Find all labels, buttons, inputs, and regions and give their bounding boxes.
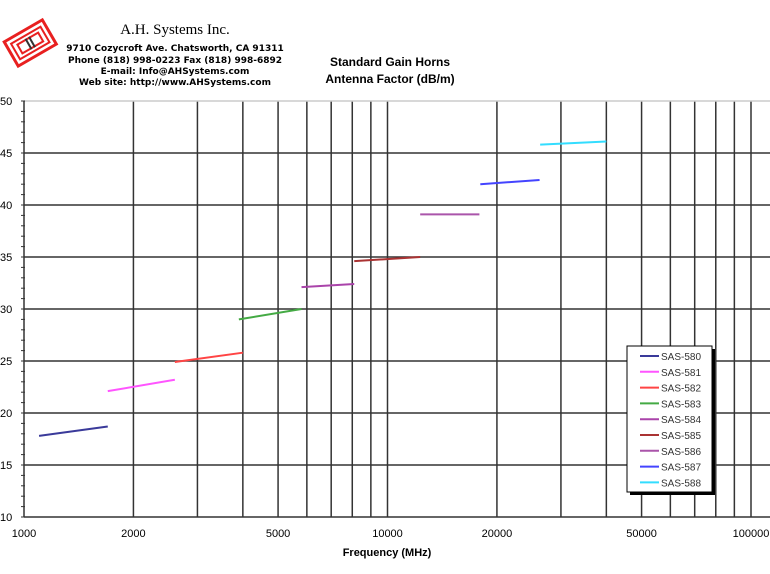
y-tick-label: 45 [0,148,12,160]
x-tick-label: 100000 [733,528,770,540]
y-tick-label: 20 [0,408,12,420]
tick-labels: 1000 2000 5000 10000 20000 50000 100000 10 15 20 2… [0,96,769,540]
series-line-sas-582 [174,351,243,364]
series-line-sas-583 [238,308,302,321]
legend-label: SAS-584 [661,415,701,426]
legend-label: SAS-588 [661,478,701,489]
y-tick-label: 15 [0,460,12,472]
y-tick-label: 10 [0,512,12,524]
legend: SAS-580 SAS-581 SAS-582 SAS-583 SAS-584 SAS-5… [626,345,715,495]
y-tick-label: 30 [0,304,12,316]
x-tick-label: 10000 [372,528,403,540]
company-website: Web site: http://www.AHSystems.com [79,78,271,88]
company-logo [2,17,59,69]
series-line-sas-585 [354,256,421,263]
chart-title-block: Standard Gain Horns Antenna Factor (dB/m… [290,54,490,88]
x-tick-label: 5000 [266,528,290,540]
series-line-sas-584 [301,283,355,289]
chart-subtitle: Antenna Factor (dB/m) [325,72,455,86]
company-name: A.H. Systems Inc. [120,22,230,38]
series-line-sas-587 [480,179,540,186]
y-tick-label: 50 [0,96,12,108]
legend-label: SAS-581 [661,368,701,379]
series-line-sas-580 [38,425,108,437]
legend-label: SAS-582 [661,384,701,395]
x-tick-label: 1000 [12,528,36,540]
company-email: E-mail: Info@AHSystems.com [100,67,250,77]
legend-label: SAS-587 [661,463,701,474]
chart-title: Standard Gain Horns [329,55,451,69]
legend-label: SAS-585 [661,431,701,442]
y-tick-label: 25 [0,356,12,368]
x-axis-label: Frequency (MHz) [343,547,432,559]
company-phone: Phone (818) 998-0223 Fax (818) 998-6892 [67,56,283,66]
series-lines [38,140,607,437]
series-line-sas-588 [540,140,607,146]
company-address: 9710 Cozycroft Ave. Chatsworth, CA 91311 [66,44,284,54]
legend-label: SAS-586 [661,447,701,458]
legend-label: SAS-583 [661,399,701,410]
x-tick-label: 2000 [121,528,145,540]
series-line-sas-581 [107,378,176,393]
x-tick-label: 50000 [626,528,657,540]
legend-label: SAS-580 [661,352,701,363]
grid [21,100,770,518]
y-tick-label: 40 [0,200,12,212]
y-tick-label: 35 [0,252,12,264]
x-tick-label: 20000 [482,528,513,540]
